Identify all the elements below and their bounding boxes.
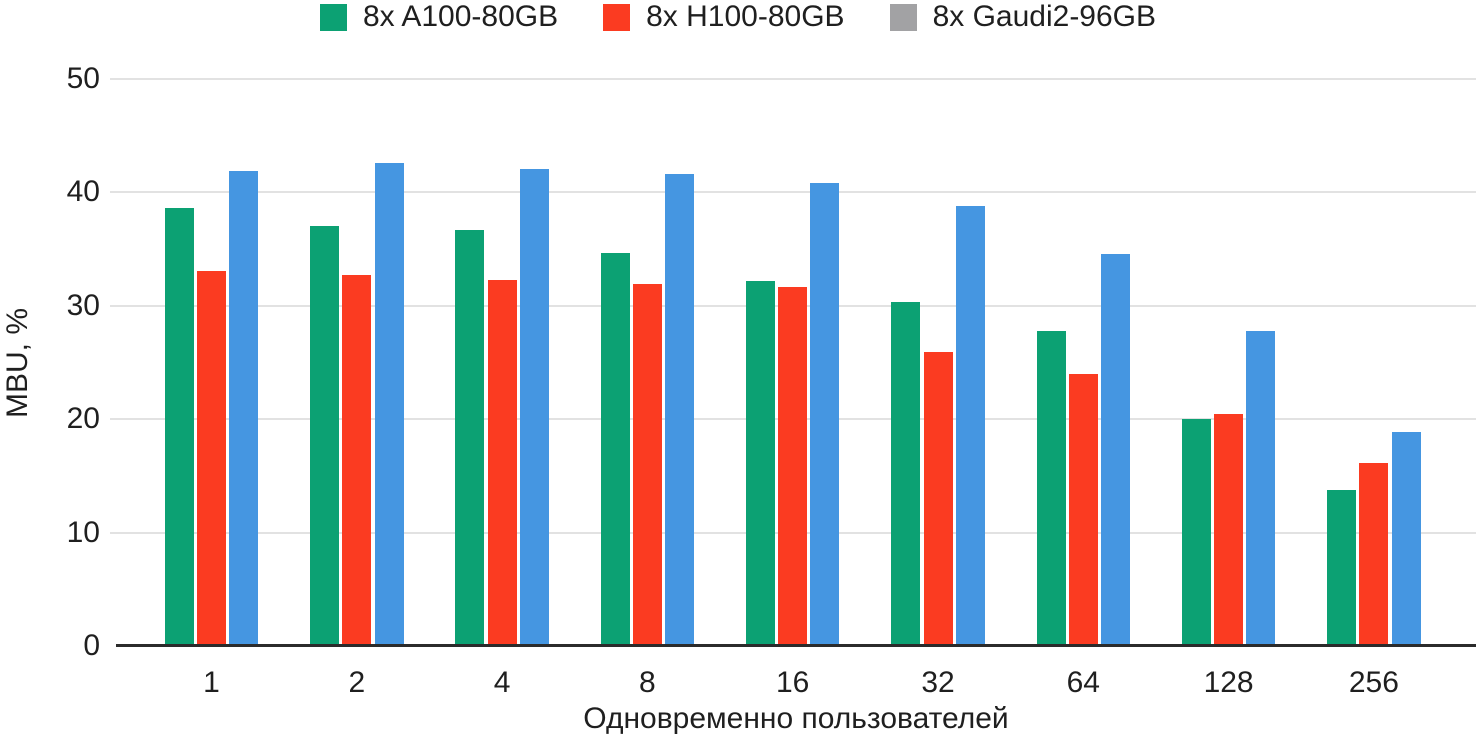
x-tick-label-16: 16 [776,666,810,699]
legend-item-gaudi2: 8x Gaudi2-96GB [889,0,1157,34]
bar-8x-h100-80gb-x64 [1068,373,1098,646]
gridline-40 [110,191,1476,194]
bar-8x-gaudi2-96gb-x128 [1246,330,1276,646]
y-tick-label-30: 30 [66,288,100,322]
gridline-50 [110,78,1476,80]
bar-8x-a100-80gb-x32 [891,302,921,646]
y-tick-label-0: 0 [83,629,100,662]
bar-8x-h100-80gb-x1 [197,270,226,646]
legend-swatch-a100 [319,3,347,31]
bar-8x-a100-80gb-x64 [1036,330,1066,646]
y-tick-label-10: 10 [66,515,100,549]
legend-label-a100: 8x A100-80GB [362,0,559,33]
bar-8x-a100-80gb-x4 [455,229,485,646]
y-tick-label-40: 40 [66,175,100,209]
bar-8x-a100-80gb-x256 [1327,489,1357,646]
legend-label-gaudi2: 8x Gaudi2-96GB [932,0,1157,33]
bar-8x-h100-80gb-x32 [923,352,953,646]
y-tick-label-50: 50 [66,62,100,95]
plot-area: 0 10 20 30 40 50 1 2 4 8 16 32 64 128 256 [67,62,1476,699]
bar-8x-h100-80gb-x128 [1214,413,1244,646]
bar-8x-gaudi2-96gb-x2 [374,162,404,646]
x-tick-label-8: 8 [639,666,656,699]
bar-8x-gaudi2-96gb-x32 [955,206,985,646]
legend-swatch-h100 [603,3,631,31]
x-tick-label-1: 1 [203,666,220,699]
x-tick-label-2: 2 [348,666,366,699]
bar-8x-gaudi2-96gb-x8 [665,174,695,646]
bar-8x-a100-80gb-x16 [745,280,775,646]
bar-8x-a100-80gb-x2 [310,226,340,646]
bar-8x-gaudi2-96gb-x16 [810,183,840,646]
x-tick-label-128: 128 [1203,666,1254,699]
bar-8x-gaudi2-96gb-x4 [519,168,549,646]
chart-legend: 8x A100-80GB 8x H100-80GB 8x Gaudi2-96GB [0,0,1476,34]
legend-label-h100: 8x H100-80GB [646,0,845,33]
bar-8x-gaudi2-96gb-x64 [1101,253,1131,646]
y-tick-label-20: 20 [66,402,100,436]
bar-8x-h100-80gb-x2 [342,275,372,646]
bar-8x-a100-80gb-x128 [1181,419,1211,646]
legend-item-h100: 8x H100-80GB [603,0,845,34]
bar-8x-a100-80gb-x8 [600,252,630,646]
bar-8x-h100-80gb-x4 [487,279,517,646]
bar-8x-gaudi2-96gb-x1 [229,170,259,646]
x-tick-label-256: 256 [1348,666,1399,699]
bar-8x-h100-80gb-x8 [632,284,662,646]
legend-item-a100: 8x A100-80GB [319,0,559,34]
legend-swatch-gaudi2 [889,3,917,31]
bar-8x-gaudi2-96gb-x256 [1391,431,1421,646]
x-tick-label-32: 32 [921,666,955,699]
x-tick-label-64: 64 [1066,666,1100,699]
bar-8x-a100-80gb-x1 [164,208,194,646]
bar-8x-h100-80gb-x256 [1359,463,1389,646]
x-axis-title: Одновременно пользователей [583,702,1009,735]
bar-8x-h100-80gb-x16 [778,286,808,646]
x-tick-label-4: 4 [493,666,511,699]
x-axis-line [116,644,1476,647]
